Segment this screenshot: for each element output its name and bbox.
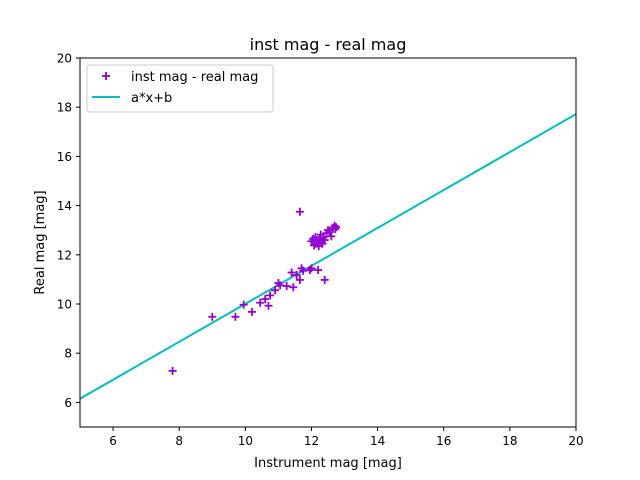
y-tick-label: 8 bbox=[64, 347, 72, 361]
y-tick-label: 16 bbox=[57, 150, 72, 164]
data-point bbox=[320, 236, 329, 245]
data-point bbox=[307, 264, 316, 273]
data-point bbox=[320, 275, 329, 284]
data-point bbox=[331, 224, 340, 233]
x-axis: 6 8 10 12 14 16 18 20 bbox=[109, 427, 584, 448]
data-point bbox=[327, 232, 336, 241]
data-point bbox=[168, 366, 177, 375]
x-tick-label: 16 bbox=[436, 434, 451, 448]
fit-line bbox=[80, 113, 576, 400]
data-point bbox=[266, 291, 275, 300]
data-point bbox=[208, 312, 217, 321]
y-tick-label: 12 bbox=[57, 248, 72, 262]
data-point bbox=[287, 268, 296, 277]
data-point bbox=[239, 300, 248, 309]
data-point bbox=[305, 266, 314, 275]
scatter-layer bbox=[168, 207, 341, 375]
data-point bbox=[264, 301, 273, 310]
chart-title: inst mag - real mag bbox=[250, 35, 407, 54]
x-tick-label: 12 bbox=[304, 434, 319, 448]
y-axis: 6 8 10 12 14 16 18 20 bbox=[57, 52, 80, 410]
data-point bbox=[231, 312, 240, 321]
x-tick-label: 10 bbox=[238, 434, 253, 448]
data-point bbox=[256, 298, 265, 307]
x-tick-label: 6 bbox=[109, 434, 117, 448]
data-point bbox=[332, 223, 341, 232]
data-point bbox=[247, 307, 256, 316]
y-tick-label: 6 bbox=[64, 396, 72, 410]
legend-label-scatter: inst mag - real mag bbox=[131, 70, 258, 85]
data-point bbox=[289, 283, 298, 292]
legend-label-fit: a*x+b bbox=[131, 91, 172, 106]
x-axis-label: Instrument mag [mag] bbox=[254, 456, 402, 471]
data-point bbox=[295, 207, 304, 216]
x-tick-label: 14 bbox=[370, 434, 385, 448]
y-axis-label: Real mag [mag] bbox=[33, 190, 48, 294]
x-tick-label: 18 bbox=[502, 434, 517, 448]
data-point bbox=[325, 228, 334, 237]
x-tick-label: 8 bbox=[175, 434, 183, 448]
legend-plus-glyph bbox=[102, 72, 110, 80]
legend-box bbox=[86, 64, 274, 113]
legend-plus-marker bbox=[102, 72, 110, 80]
data-point bbox=[271, 286, 280, 295]
data-point bbox=[292, 270, 301, 279]
data-point bbox=[282, 282, 291, 291]
data-point bbox=[261, 295, 270, 304]
legend: inst mag - real mag a*x+b bbox=[86, 64, 274, 113]
x-tick-label: 20 bbox=[568, 434, 583, 448]
data-point bbox=[295, 275, 304, 284]
plot-frame bbox=[79, 57, 577, 428]
data-point bbox=[314, 266, 323, 275]
plot-area bbox=[79, 57, 577, 428]
y-tick-label: 18 bbox=[57, 101, 72, 115]
fit-line-layer bbox=[80, 113, 576, 400]
y-tick-label: 10 bbox=[57, 298, 72, 312]
y-tick-label: 14 bbox=[57, 199, 72, 213]
y-tick-label: 20 bbox=[57, 52, 72, 66]
